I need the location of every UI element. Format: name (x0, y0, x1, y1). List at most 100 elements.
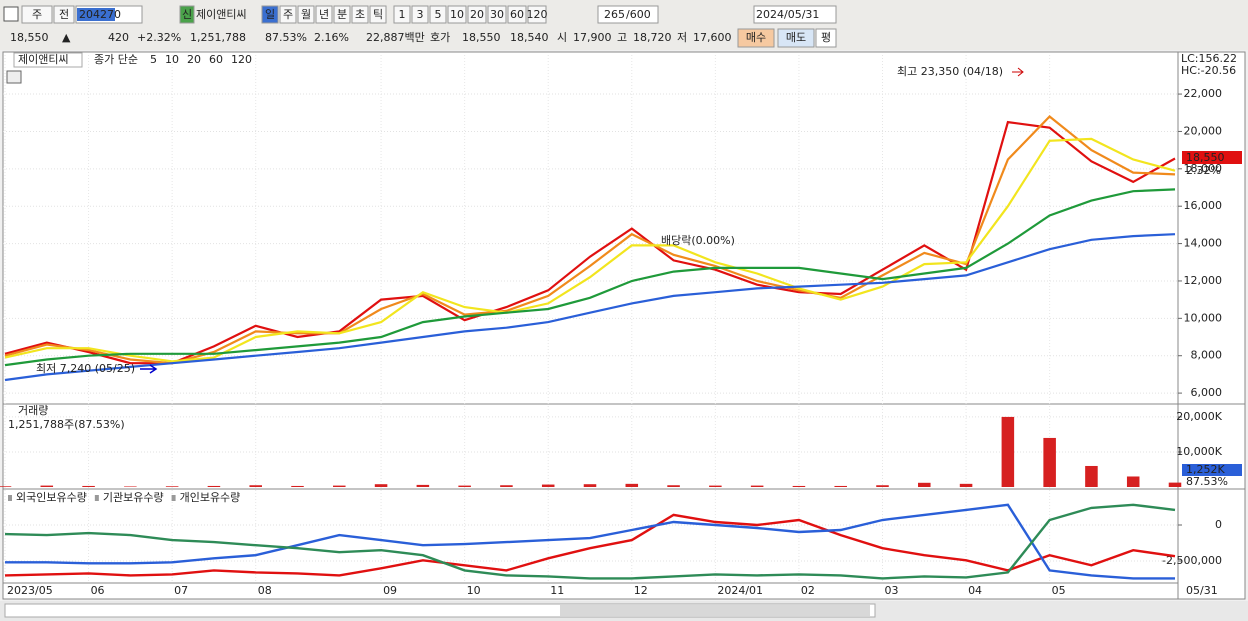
volume-info: 1,251,788주(87.53%) (8, 418, 125, 431)
button[interactable] (333, 5, 351, 24)
button-label[interactable]: 전 (59, 8, 69, 21)
volume-bar (333, 485, 346, 487)
menu-icon[interactable] (3, 6, 19, 22)
info-change: 420 (108, 31, 129, 44)
button[interactable] (279, 5, 297, 24)
button-label[interactable]: 주 (32, 8, 42, 21)
button[interactable] (777, 28, 815, 48)
legend-entry: 기관보유수량 (103, 491, 164, 504)
info-close: 18,550 (10, 31, 49, 44)
button[interactable] (447, 5, 467, 24)
info-volume: 1,251,788 (190, 31, 246, 44)
button[interactable] (393, 5, 411, 24)
y-tick-label: 16,000 (1184, 199, 1223, 212)
volume-bar (792, 485, 806, 487)
code-text[interactable]: 204270 (79, 8, 121, 21)
table-icon[interactable] (6, 70, 22, 84)
x-tick-label: 06 (91, 584, 105, 597)
button[interactable] (351, 5, 369, 24)
last-volume-rate: 87.53% (1186, 475, 1228, 488)
button-label[interactable]: 120 (527, 8, 548, 21)
button-label[interactable]: 년 (319, 8, 329, 21)
button-label[interactable]: 신 (182, 8, 192, 21)
button[interactable] (737, 28, 775, 48)
button-label[interactable]: 틱 (373, 8, 383, 21)
button-label[interactable]: 주 (283, 8, 293, 21)
button[interactable] (527, 5, 547, 24)
button-label[interactable]: 30 (490, 8, 504, 21)
info-low: 17,600 (693, 31, 732, 44)
button[interactable] (815, 28, 837, 48)
button[interactable] (261, 5, 279, 24)
button[interactable] (429, 5, 447, 24)
y-tick-label: 8,000 (1191, 349, 1223, 362)
x-tick-label: 03 (885, 584, 899, 597)
info-bid: 18,540 (510, 31, 549, 44)
last-volume-box (1182, 464, 1242, 476)
y-tick-label: 12,000 (1184, 274, 1223, 287)
legend-entry: 외국인보유수량 (16, 491, 87, 504)
button[interactable] (53, 5, 75, 24)
series-line (4, 513, 1176, 577)
y-tick-label: 22,000 (1184, 87, 1223, 100)
legend-entry: 5 (150, 53, 157, 66)
date[interactable]: 2024/05/31 (756, 8, 819, 21)
button-label[interactable]: 1 (399, 8, 406, 21)
volume-bar (750, 485, 764, 487)
button[interactable] (487, 5, 507, 24)
button[interactable] (297, 5, 315, 24)
count[interactable]: 265 (604, 8, 625, 21)
button-label[interactable]: 월 (301, 8, 311, 21)
count-max: /600 (626, 8, 651, 21)
info-ask: 18,550 (462, 31, 501, 44)
volume-bar (0, 486, 12, 487)
low-arrow (140, 364, 158, 374)
button[interactable] (507, 5, 527, 24)
legend-entry: 120 (231, 53, 252, 66)
button[interactable] (21, 5, 53, 24)
button[interactable] (369, 5, 387, 24)
series-line (4, 503, 1176, 580)
button[interactable] (315, 5, 333, 24)
button-label[interactable]: 일 (265, 7, 275, 21)
y-tick-label: 18,000 (1184, 162, 1223, 175)
y-tick-label: 20,000 (1184, 124, 1223, 137)
button[interactable] (411, 5, 429, 24)
volume-bar (249, 485, 262, 487)
button-label[interactable]: 20 (470, 8, 484, 21)
button-label[interactable]: 분 (337, 8, 347, 21)
count-input[interactable] (597, 5, 659, 24)
x-tick-label: 02 (801, 584, 815, 597)
info-low-label: 저 (677, 31, 687, 44)
last-price: 18,550 (1186, 151, 1225, 164)
scroll-thumb[interactable] (560, 605, 870, 616)
x-tick-label: 08 (258, 584, 272, 597)
button[interactable] (179, 5, 195, 24)
date-input[interactable] (753, 5, 837, 24)
volume-bar (709, 485, 722, 487)
y-tick-label: 0 (1215, 518, 1222, 531)
info-rate: +2.32% (137, 31, 181, 44)
stock-name[interactable]: 제이앤티씨 (196, 8, 247, 21)
button-label[interactable]: 10 (450, 8, 464, 21)
volume-bar (1126, 476, 1140, 487)
volume-bar (82, 485, 95, 487)
volume-bar (165, 486, 179, 487)
info-turnover: 2.16% (314, 31, 349, 44)
axis-info: LC:156.22 (1181, 52, 1237, 65)
button-label[interactable]: 초 (355, 8, 365, 21)
y-tick-label: 10,000K (1176, 445, 1222, 458)
y-tick-label: 6,000 (1191, 386, 1223, 399)
info-amount: 22,887백만 (366, 31, 425, 44)
button-label[interactable]: 매도 (786, 31, 806, 44)
button-label[interactable]: 평 (821, 31, 831, 44)
button-label[interactable]: 60 (510, 8, 524, 21)
legend-swatch (171, 495, 176, 501)
button-label[interactable]: 매수 (746, 31, 766, 44)
button-label[interactable]: 3 (417, 8, 424, 21)
volume-bar (834, 485, 847, 487)
button[interactable] (467, 5, 487, 24)
volume-bar (918, 482, 931, 487)
button-label[interactable]: 5 (435, 8, 442, 21)
y-tick-label: 10,000 (1184, 311, 1223, 324)
